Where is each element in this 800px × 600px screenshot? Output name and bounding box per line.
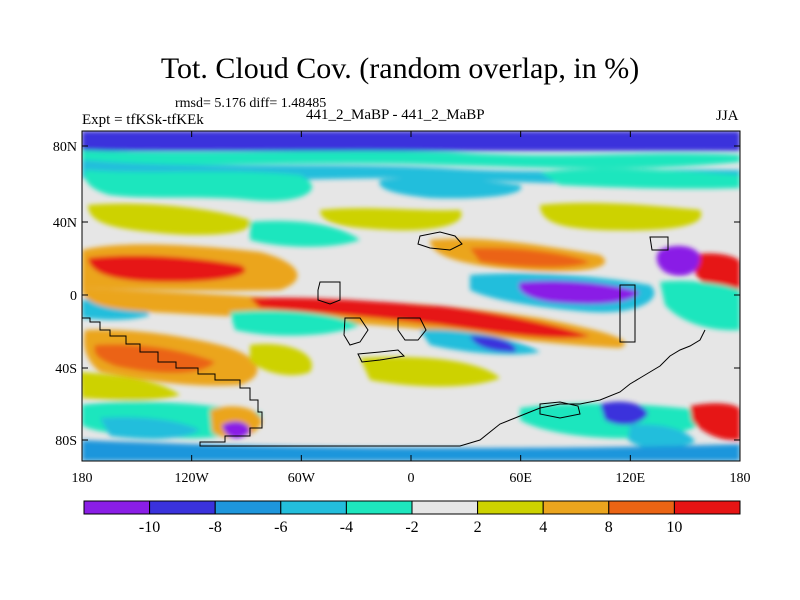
colorbar-swatch — [673, 500, 741, 515]
season-label: JJA — [716, 108, 739, 124]
cloud-cover-difference-field — [82, 131, 740, 461]
lat-tick-label: 40N — [53, 216, 77, 231]
colorbar-swatch — [411, 500, 479, 515]
colorbar-label: -6 — [274, 519, 287, 536]
lat-tick-label: 80S — [55, 434, 77, 449]
colorbar-swatch — [477, 500, 544, 515]
experiment-label: Expt = tfKSk-tfKEk — [82, 112, 204, 128]
colorbar-label: -8 — [209, 519, 222, 536]
colorbar-swatch — [149, 500, 216, 515]
colorbar-label: 2 — [474, 519, 482, 536]
lon-tick-label: 180 — [730, 471, 751, 486]
lat-tick-label: 80N — [53, 140, 77, 155]
colorbar-swatch — [83, 500, 151, 515]
lon-tick-label: 120E — [616, 471, 646, 486]
lon-tick-label: 0 — [408, 471, 415, 486]
colorbar-swatch — [608, 500, 675, 515]
colorbar-label: 4 — [539, 519, 547, 536]
lon-tick-label: 180 — [72, 471, 93, 486]
case-comparison-label: 441_2_MaBP - 441_2_MaBP — [306, 107, 485, 123]
lon-tick-label: 60W — [288, 471, 316, 486]
colorbar-label: 8 — [605, 519, 613, 536]
colorbar-label: -10 — [139, 519, 160, 536]
rmsd-diff-stats: rmsd= 5.176 diff= 1.48485 — [175, 96, 327, 111]
lat-tick-label: 40S — [55, 362, 77, 377]
colorbar-label: 10 — [666, 519, 682, 536]
colorbar-swatch — [542, 500, 610, 515]
lat-tick-label: 0 — [70, 289, 77, 304]
colorbar-swatch — [214, 500, 282, 515]
colorbar-swatch — [280, 500, 347, 515]
lon-tick-label: 120W — [175, 471, 210, 486]
colorbar-label: -4 — [340, 519, 353, 536]
plot-title: Tot. Cloud Cov. (random overlap, in %) — [160, 52, 640, 85]
colorbar-swatch — [345, 500, 413, 515]
lon-tick-label: 60E — [509, 471, 532, 486]
colorbar-label: -2 — [405, 519, 418, 536]
